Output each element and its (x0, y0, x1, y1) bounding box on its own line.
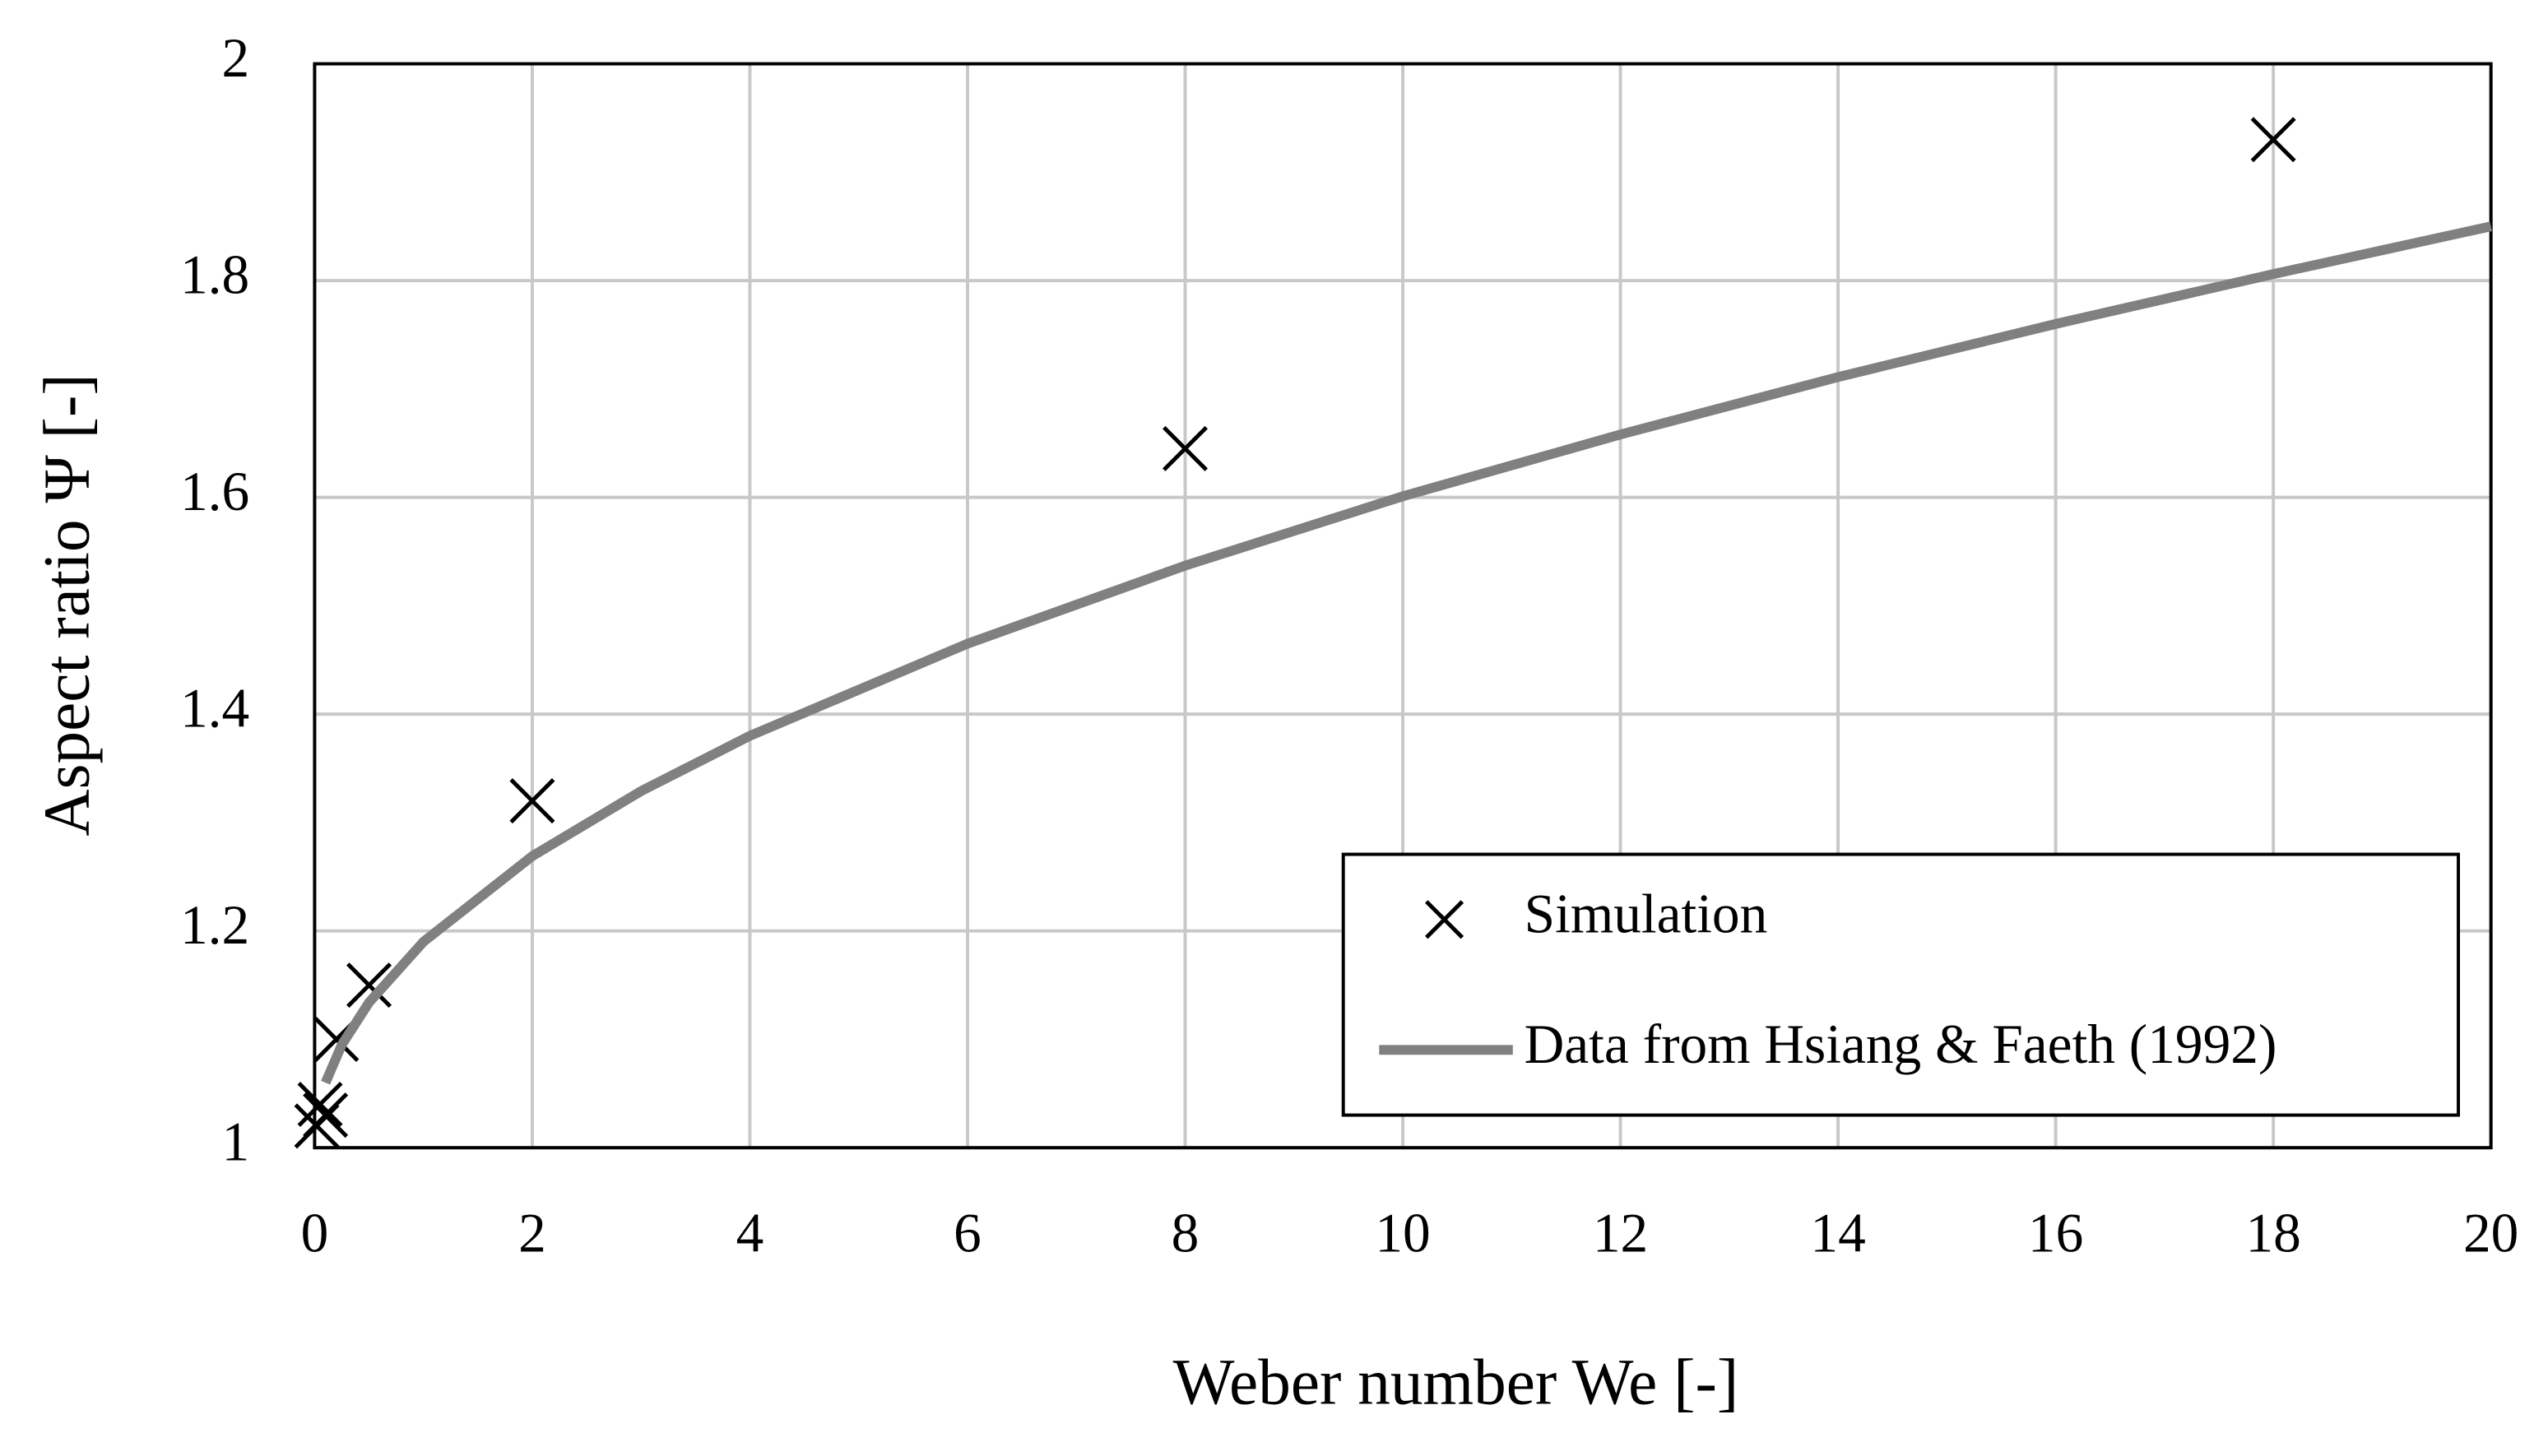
x-tick-label: 8 (1172, 1203, 1200, 1264)
x-tick-label: 14 (1810, 1203, 1865, 1264)
x-tick-label: 20 (2463, 1203, 2518, 1264)
x-tick-label: 10 (1375, 1203, 1430, 1264)
data-point (509, 778, 555, 824)
x-tick-label: 12 (1593, 1203, 1648, 1264)
y-tick-label: 1 (221, 1111, 249, 1173)
x-tick-label: 16 (2028, 1203, 2083, 1264)
data-point (2250, 117, 2296, 163)
y-tick-label: 1.8 (180, 244, 249, 306)
data-point (297, 1082, 343, 1128)
x-tick-label: 2 (518, 1203, 546, 1264)
legend-box (1341, 852, 2461, 1117)
y-tick-label: 1.4 (180, 678, 249, 740)
x-tick-label: 6 (954, 1203, 982, 1264)
y-tick-label: 2 (221, 27, 249, 89)
y-axis-title: Aspect ratio Ψ [-] (30, 373, 103, 836)
x-tick-label: 4 (736, 1203, 764, 1264)
data-point (1163, 425, 1209, 471)
legend: Simulation Data from Hsiang & Faeth (1992… (1341, 852, 2461, 1117)
plot-frame (313, 62, 2493, 1150)
legend-label: Simulation (1525, 883, 1768, 944)
legend-label: Data from Hsiang & Faeth (1992) (1525, 1013, 2277, 1075)
legend-symbol (1425, 900, 1464, 939)
x-axis-title: Weber number We [-] (1173, 1347, 1739, 1419)
data-point (346, 962, 392, 1009)
data-point (303, 1092, 349, 1138)
y-tick-label: 1.2 (180, 894, 249, 956)
y-tick-label: 1.6 (180, 461, 249, 522)
x-tick-label: 0 (301, 1203, 329, 1264)
data-line (321, 221, 2492, 1085)
x-tick-label: 18 (2245, 1203, 2300, 1264)
